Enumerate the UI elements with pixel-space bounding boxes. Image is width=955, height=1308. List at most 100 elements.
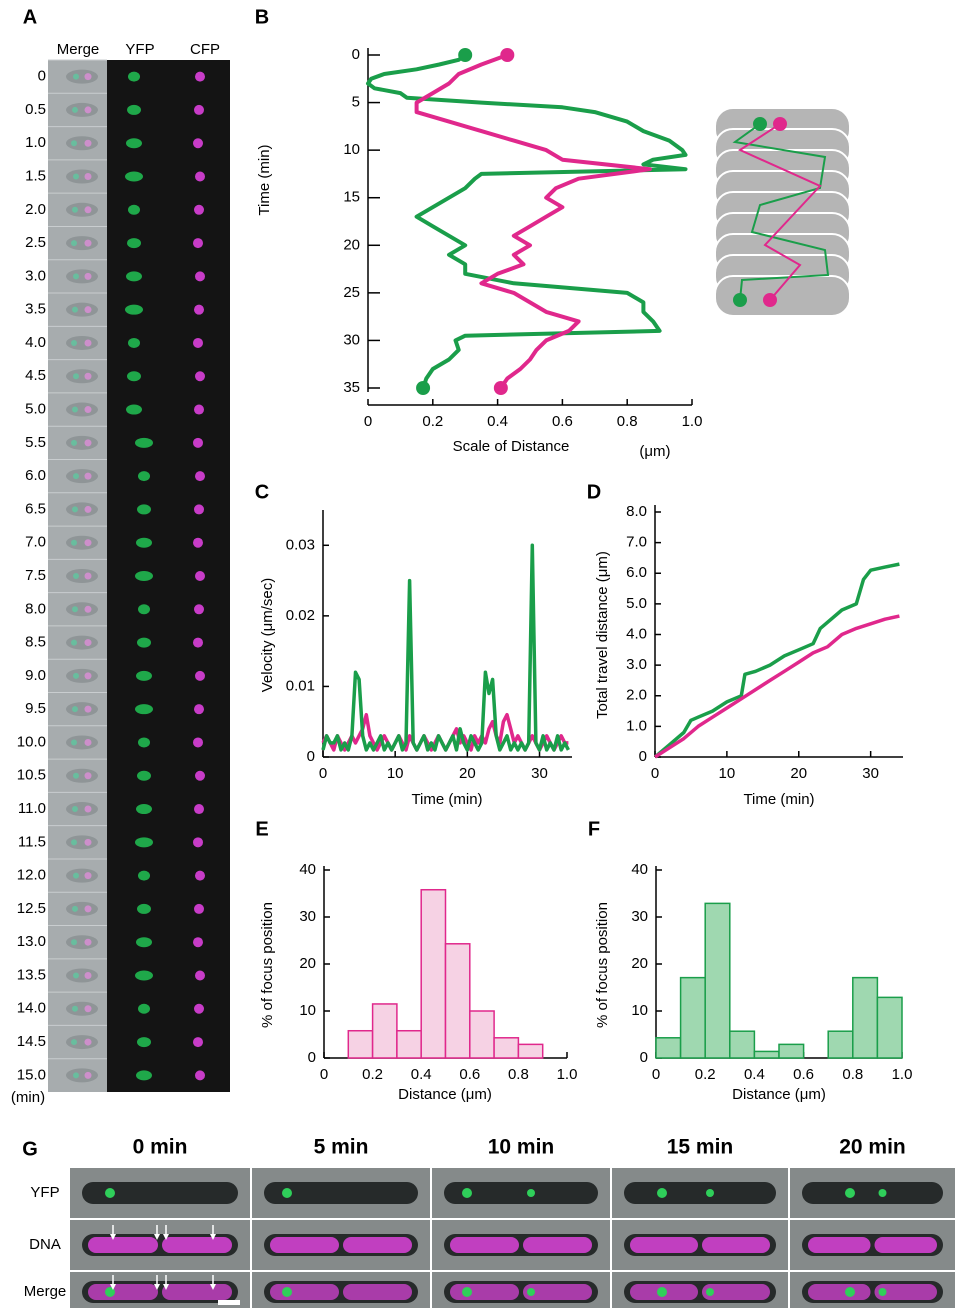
merge-green — [72, 606, 78, 613]
merge-green — [71, 539, 77, 546]
time-label: 11.0 — [18, 800, 46, 817]
x-tick-label: 0.4 — [744, 1066, 765, 1083]
green-dot — [733, 293, 747, 307]
merge-magenta — [84, 672, 92, 680]
cell — [66, 768, 98, 783]
time-heading: 10 min — [488, 1136, 555, 1159]
merge-magenta — [84, 1071, 92, 1079]
y-tick-label: 20 — [631, 955, 648, 972]
x-tick-label: 0.8 — [508, 1066, 529, 1083]
yfp-focus — [878, 1288, 887, 1296]
cell — [264, 1182, 418, 1204]
yfp-focus — [706, 1189, 714, 1197]
cfp-focus — [193, 537, 203, 548]
chart: 0 0.2 0.4 0.6 0.8 1.0 0 5 10 15 20 25 30 35 Scale of D… — [256, 46, 702, 460]
cell — [66, 802, 98, 817]
x-tick-label: 0.8 — [842, 1066, 863, 1083]
time-label: 12.0 — [17, 867, 46, 884]
time-label: 14.5 — [17, 1033, 46, 1050]
y-tick-label: 1.0 — [626, 717, 647, 734]
yfp-focus — [657, 1287, 667, 1297]
cell — [66, 202, 98, 217]
merge-green — [73, 573, 79, 579]
yfp-focus — [845, 1287, 855, 1297]
chart: 0 0.2 0.4 0.6 0.8 1.0 0 10 20 30 40 Distance (μm) % … — [594, 861, 912, 1103]
y-tick-label: 4.0 — [626, 625, 647, 642]
merge-magenta — [84, 73, 92, 81]
merge-green — [72, 706, 78, 713]
merge-green — [71, 339, 77, 346]
time-heading: 15 min — [667, 1136, 734, 1159]
yfp-focus — [135, 704, 153, 715]
x-tick-label: 0 — [651, 765, 659, 782]
merge-green — [71, 439, 77, 446]
yfp-focus — [137, 504, 151, 515]
time-label: 5.0 — [25, 401, 46, 418]
cell — [66, 968, 98, 983]
yfp-focus — [136, 670, 152, 681]
time-label: 4.0 — [25, 334, 46, 351]
yfp-focus — [126, 271, 142, 282]
x-tick-label: 1.0 — [557, 1066, 578, 1083]
x-axis-label: Distance (μm) — [398, 1086, 492, 1103]
dna — [270, 1284, 339, 1300]
merge-magenta — [84, 339, 92, 347]
panel-label: G — [22, 1138, 38, 1160]
yfp-focus — [128, 337, 140, 348]
merge-green — [72, 506, 78, 513]
cell — [66, 901, 98, 916]
cfp-focus — [195, 371, 205, 382]
yfp-focus — [137, 903, 151, 914]
cell — [444, 1182, 598, 1204]
cell — [66, 502, 98, 517]
time-heading: 5 min — [314, 1136, 369, 1159]
y-tick-label: 20 — [343, 236, 360, 253]
x-tick-label: 0.2 — [362, 1066, 383, 1083]
cfp-focus — [194, 204, 204, 215]
y-axis-label: Time (min) — [256, 144, 273, 215]
panel-label: B — [255, 6, 269, 28]
y-tick-label: 3.0 — [626, 656, 647, 673]
merge-magenta — [84, 605, 92, 613]
time-label: 6.5 — [25, 500, 46, 517]
cfp-focus — [193, 1037, 203, 1048]
yfp-focus — [126, 404, 142, 415]
yfp-focus — [138, 604, 150, 615]
cell — [66, 1068, 98, 1083]
yfp-focus — [657, 1188, 667, 1198]
y-tick-label: 0 — [308, 1049, 316, 1066]
x-tick-label: 0.6 — [793, 1066, 814, 1083]
cfp-focus — [194, 903, 204, 914]
y-tick-label: 10 — [343, 141, 360, 158]
dna — [808, 1237, 871, 1253]
merge-green — [72, 406, 78, 413]
merge-magenta — [84, 1038, 92, 1046]
time-heading: 20 min — [839, 1136, 906, 1159]
cfp-focus — [195, 571, 205, 581]
yfp-focus — [138, 870, 150, 881]
arrow-head — [163, 1234, 169, 1240]
dna — [523, 1237, 592, 1253]
dna — [88, 1237, 158, 1253]
x-tick-label: 0.4 — [411, 1066, 432, 1083]
cell — [66, 602, 98, 617]
y-tick-label: 7.0 — [626, 534, 647, 551]
dna — [702, 1237, 770, 1253]
y-tick-label: 5.0 — [626, 595, 647, 612]
merge-magenta — [84, 772, 92, 780]
bar — [729, 1030, 756, 1059]
cfp-focus — [194, 1003, 204, 1014]
bar — [827, 1030, 854, 1059]
y-axis-label: Total travel distance (μm) — [594, 551, 611, 719]
cell — [66, 868, 98, 883]
bar — [347, 1029, 374, 1059]
yfp-focus — [127, 104, 141, 115]
green-dot — [753, 117, 767, 131]
cfp-focus — [194, 504, 204, 515]
merge-green — [73, 772, 79, 779]
cell — [802, 1182, 943, 1204]
yfp-focus — [878, 1189, 887, 1197]
y-tick-label: 40 — [299, 861, 316, 878]
cell-frame — [714, 275, 851, 317]
time-label: 4.5 — [25, 367, 46, 384]
